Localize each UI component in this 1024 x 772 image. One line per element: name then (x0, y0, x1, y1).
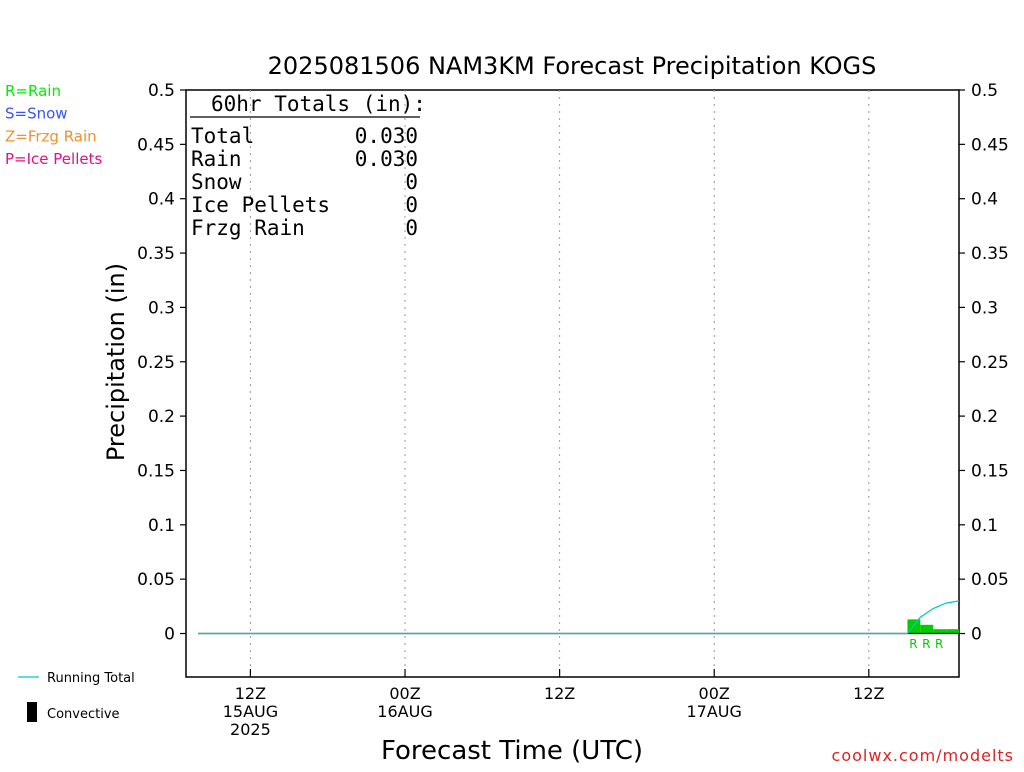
y-tick-label-right: 0 (971, 625, 982, 645)
x-tick-label: 12Z (853, 684, 884, 703)
totals-row-value: 0 (405, 193, 418, 217)
x-tick-label: 2025 (230, 720, 271, 739)
y-tick-label-right: 0.4 (971, 190, 998, 210)
y-tick-label-left: 0 (164, 625, 175, 645)
x-axis-label: Forecast Time (UTC) (381, 736, 643, 766)
totals-row-value: 0.030 (355, 124, 418, 148)
y-tick-label-right: 0.15 (971, 461, 1009, 481)
totals-row-label: Snow (191, 170, 242, 194)
y-tick-label-right: 0.5 (971, 81, 998, 101)
convective-swatch (27, 702, 37, 722)
credit-text: coolwx.com/modelts (832, 746, 1014, 765)
y-tick-label-left: 0.5 (148, 81, 175, 101)
x-tick-label: 12Z (544, 684, 575, 703)
totals-row-label: Ice Pellets (191, 193, 330, 217)
rain-bar (920, 624, 934, 634)
totals-row-value: 0 (405, 170, 418, 194)
y-tick-label-left: 0.2 (148, 407, 175, 427)
y-axis: 0 00.05 0.050.1 0.10.15 0.150.2 0.20.25 0.250.… (137, 81, 1009, 645)
x-tick-label: 15AUG (223, 702, 278, 721)
x-tick-label: 00Z (389, 684, 420, 703)
y-tick-label-right: 0.2 (971, 407, 998, 427)
rain-bars (907, 619, 959, 634)
y-tick-label-left: 0.1 (148, 516, 175, 536)
convective-label: Convective (47, 707, 120, 722)
y-tick-label-left: 0.25 (137, 353, 175, 373)
precip-type-marker: R (935, 637, 944, 651)
totals-row-value: 0.030 (355, 147, 418, 171)
y-tick-label-right: 0.25 (971, 353, 1009, 373)
y-tick-label-left: 0.35 (137, 244, 175, 264)
y-tick-label-right: 0.05 (971, 570, 1009, 590)
x-tick-label: 12Z (235, 684, 266, 703)
x-tick-label: 17AUG (687, 702, 742, 721)
totals-row-value: 0 (405, 216, 418, 240)
totals-header: 60hr Totals (in): (211, 92, 426, 116)
legend: Running Total Convective (18, 671, 135, 722)
chart-title: 2025081506 NAM3KM Forecast Precipitation… (268, 52, 877, 80)
precip-type-marker: R (909, 637, 918, 651)
y-tick-label-left: 0.45 (137, 135, 175, 155)
type-key-entry: S=Snow (5, 105, 68, 123)
rain-bar (946, 629, 959, 634)
type-key-entry: P=Ice Pellets (5, 150, 102, 168)
precip-type-key: R=Rain S=Snow Z=Frzg Rain P=Ice Pellets (5, 82, 102, 168)
y-axis-label: Precipitation (in) (102, 263, 130, 461)
y-tick-label-right: 0.45 (971, 135, 1009, 155)
y-tick-label-right: 0.35 (971, 244, 1009, 264)
totals-row-label: Rain (191, 147, 242, 171)
y-tick-label-right: 0.1 (971, 516, 998, 536)
type-key-entry: R=Rain (5, 82, 61, 100)
series-lines (198, 600, 960, 635)
y-tick-label-left: 0.4 (148, 190, 175, 210)
running-total-line (198, 600, 960, 635)
plot-frame (185, 89, 960, 678)
y-tick-label-left: 0.05 (137, 570, 175, 590)
totals-table: 60hr Totals (in): Total 0.030 Rain 0.030 Sno… (190, 92, 426, 240)
totals-row-label: Frzg Rain (191, 216, 305, 240)
y-tick-label-right: 0.3 (971, 298, 998, 318)
y-tick-label-left: 0.3 (148, 298, 175, 318)
totals-rows: Total 0.030 Rain 0.030 Snow 0 Ice Pellets 0 Frzg… (191, 124, 418, 240)
x-gridlines (249, 90, 870, 677)
x-tick-label: 00Z (699, 684, 730, 703)
y-tick-label-left: 0.15 (137, 461, 175, 481)
x-tick-label: 16AUG (377, 702, 432, 721)
type-key-entry: Z=Frzg Rain (5, 127, 97, 145)
running-total-label: Running Total (47, 671, 135, 686)
totals-row-label: Total (191, 124, 254, 148)
precip-type-marker: R (922, 637, 931, 651)
rain-bar (933, 629, 947, 634)
plot-area: 0 00.05 0.050.1 0.10.15 0.150.2 0.20.25 0.250.… (137, 81, 1009, 739)
